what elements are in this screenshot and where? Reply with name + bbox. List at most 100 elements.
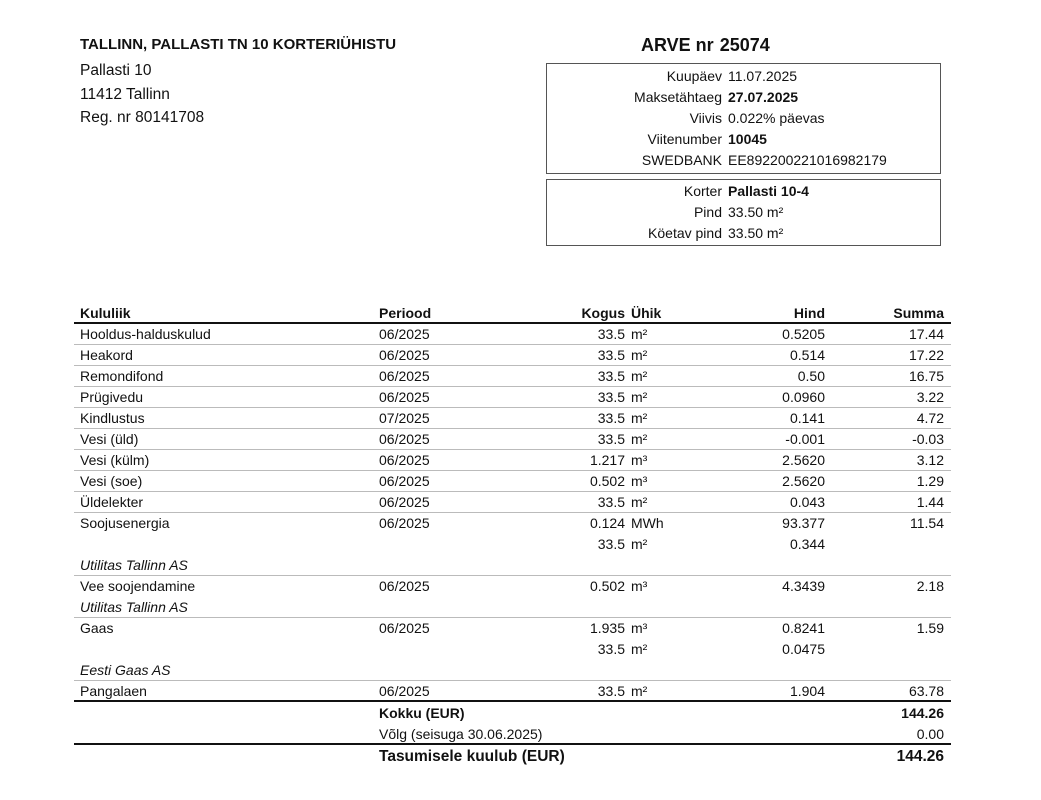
cell-qty: 33.5: [597, 368, 625, 384]
debt-label: Võlg (seisuga 30.06.2025): [379, 726, 543, 742]
cell-unit: m²: [631, 683, 648, 699]
cell-period: 06/2025: [379, 683, 430, 699]
table-line: Utilitas Tallinn AS: [74, 555, 951, 576]
table-line: Pangalaen 06/2025 33.5 m² 1.904 63.78: [74, 681, 951, 702]
table-header: Kululiik Periood Kogus Ühik Hind Summa: [74, 303, 951, 324]
table-line: Vesi (üld) 06/2025 33.5 m² -0.001 -0.03: [74, 429, 951, 450]
header-price: Hind: [793, 305, 825, 321]
table-line: Eesti Gaas AS: [74, 660, 951, 681]
table-row: Vee soojendamine 06/2025 0.502 m³ 4.3439 2.18…: [74, 576, 951, 618]
cell-unit: m²: [631, 536, 648, 552]
cell-unit: m²: [631, 494, 648, 510]
table-line: Utilitas Tallinn AS: [74, 597, 951, 618]
total-label: Kokku (EUR): [379, 705, 465, 721]
detail-label: Pind: [693, 204, 722, 220]
detail-label: Kuupäev: [666, 68, 722, 84]
detail-label: Korter: [683, 183, 722, 199]
cell-name: Kindlustus: [80, 410, 145, 426]
cell-sum: -0.03: [912, 431, 944, 447]
cell-unit: m²: [631, 431, 648, 447]
cell-sum: 17.22: [908, 347, 944, 363]
cell-price: 0.50: [797, 368, 825, 384]
cell-period: 06/2025: [379, 620, 430, 636]
table-line: Üldelekter 06/2025 33.5 m² 0.043 1.44: [74, 492, 951, 513]
cell-name: Remondifond: [80, 368, 164, 384]
cell-price: 1.904: [789, 683, 825, 699]
detail-value: 10045: [728, 131, 767, 147]
cell-period: 06/2025: [379, 431, 430, 447]
cell-period: 06/2025: [379, 347, 430, 363]
detail-row: Kuupäev 11.07.2025: [547, 66, 940, 87]
cell-sum: 17.44: [908, 326, 944, 342]
detail-value: EE892200221016982179: [728, 152, 887, 168]
table-row: Remondifond 06/2025 33.5 m² 0.50 16.75: [74, 366, 951, 387]
header-sum: Summa: [893, 305, 944, 321]
cell-sum: 1.44: [916, 494, 944, 510]
payment-details-box: Kuupäev 11.07.2025 Maksetähtaeg 27.07.2025 V…: [546, 63, 941, 174]
detail-row: Köetav pind 33.50 m²: [547, 223, 940, 244]
table-row: Soojusenergia 06/2025 0.124 MWh 93.377 11.54 3…: [74, 513, 951, 576]
cell-price: 0.0960: [782, 389, 825, 405]
invoice-label: ARVE nr: [641, 35, 714, 55]
detail-row: Maksetähtaeg 27.07.2025: [547, 87, 940, 108]
detail-value: Pallasti 10-4: [728, 183, 809, 199]
table-line: Kindlustus 07/2025 33.5 m² 0.141 4.72: [74, 408, 951, 429]
detail-row: Viitenumber 10045: [547, 129, 940, 150]
cell-sum: 3.22: [916, 389, 944, 405]
cell-name: Üldelekter: [80, 494, 144, 510]
cell-qty: 0.502: [589, 578, 625, 594]
amount-due-value: 144.26: [896, 748, 944, 765]
detail-value: 33.50 m²: [728, 225, 784, 241]
cell-period: 06/2025: [379, 368, 430, 384]
detail-label: Viitenumber: [647, 131, 722, 147]
cell-unit: m³: [631, 578, 648, 594]
cell-unit: m²: [631, 641, 648, 657]
cell-sum: 2.18: [916, 578, 944, 594]
cell-qty: 33.5: [597, 683, 625, 699]
cell-period: 07/2025: [379, 410, 430, 426]
table-line: Gaas 06/2025 1.935 m³ 0.8241 1.59: [74, 618, 951, 639]
detail-row: Korter Pallasti 10-4: [547, 181, 940, 202]
detail-value: 11.07.2025: [728, 68, 798, 84]
cell-unit: m²: [631, 326, 648, 342]
cell-unit: m²: [631, 389, 648, 405]
cell-name: Heakord: [80, 347, 133, 363]
cell-price: 0.043: [789, 494, 825, 510]
cell-price: 0.5205: [782, 326, 825, 342]
table-line: 33.5 m² 0.344: [74, 534, 951, 555]
total-value: 144.26: [901, 705, 944, 721]
cell-qty: 1.217: [589, 452, 625, 468]
cell-unit: m³: [631, 452, 648, 468]
cell-sum: 4.72: [916, 410, 944, 426]
seller-name: TALLINN, PALLASTI TN 10 KORTERIÜHISTU: [80, 36, 397, 53]
seller-address-line2: 11412 Tallinn: [80, 86, 170, 103]
header-unit: Ühik: [631, 305, 662, 321]
debt-row: Võlg (seisuga 30.06.2025) 0.00: [74, 724, 951, 745]
cell-unit: m³: [631, 620, 648, 636]
table-row: Prügivedu 06/2025 33.5 m² 0.0960 3.22: [74, 387, 951, 408]
detail-label: Maksetähtaeg: [634, 89, 722, 105]
cell-sum: 63.78: [908, 683, 944, 699]
cell-qty: 33.5: [597, 536, 625, 552]
cell-name: Hooldus-halduskulud: [80, 326, 211, 342]
cell-qty: 33.5: [597, 431, 625, 447]
cell-name: Pangalaen: [80, 683, 147, 699]
cell-qty: 33.5: [597, 347, 625, 363]
detail-row: Pind 33.50 m²: [547, 202, 940, 223]
cell-price: 93.377: [782, 515, 825, 531]
cell-unit: m²: [631, 368, 648, 384]
detail-row: SWEDBANK EE892200221016982179: [547, 150, 940, 171]
table-row: Vesi (soe) 06/2025 0.502 m³ 2.5620 1.29: [74, 471, 951, 492]
cell-sum: 1.29: [916, 473, 944, 489]
cell-unit: m²: [631, 410, 648, 426]
cell-price: 2.5620: [782, 473, 825, 489]
amount-due-label: Tasumisele kuulub (EUR): [379, 748, 565, 765]
cell-price: 0.514: [789, 347, 825, 363]
cell-period: 06/2025: [379, 473, 430, 489]
cell-qty: 0.124: [589, 515, 625, 531]
cell-price: 0.344: [789, 536, 825, 552]
cell-name: Soojusenergia: [80, 515, 170, 531]
cell-sum: 1.59: [916, 620, 944, 636]
cell-qty: 33.5: [597, 326, 625, 342]
cell-price: 0.8241: [782, 620, 825, 636]
